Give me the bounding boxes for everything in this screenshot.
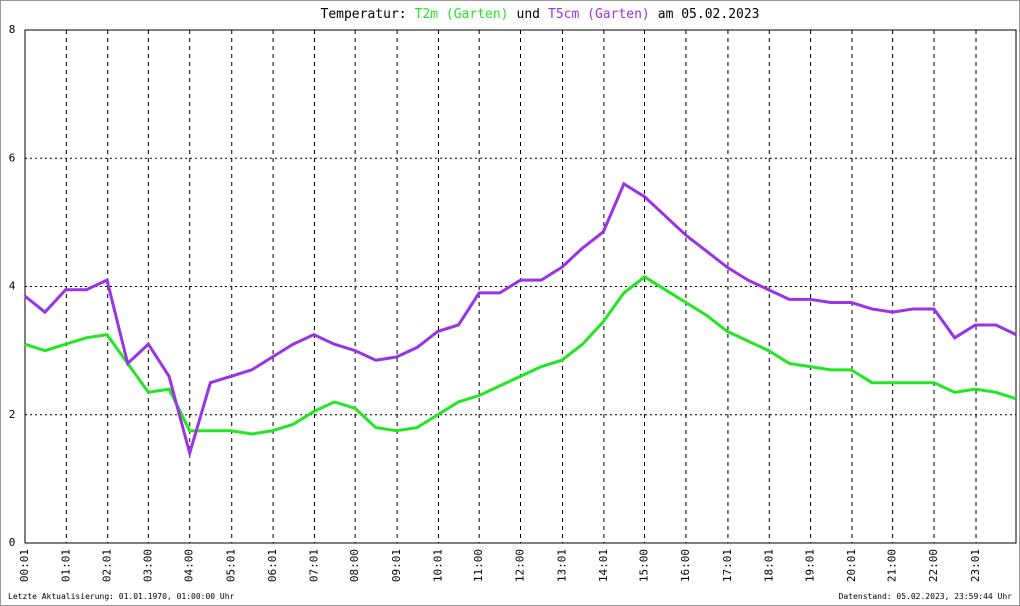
x-tick-label: 08:00 <box>348 549 361 582</box>
x-tick-label: 02:01 <box>101 549 114 582</box>
y-tick-label: 6 <box>9 151 16 164</box>
title-series: T2m (Garten) <box>415 7 509 22</box>
x-tick-label: 01:01 <box>59 549 72 582</box>
y-tick-label: 0 <box>9 536 16 549</box>
x-tick-label: 20:01 <box>845 549 858 582</box>
x-tick-label: 15:00 <box>638 549 651 582</box>
x-tick-label: 06:01 <box>266 549 279 582</box>
y-tick-label: 4 <box>9 280 16 293</box>
y-tick-label: 8 <box>9 23 16 36</box>
chart-title: Temperatur: T2m (Garten) und T5cm (Garten) a… <box>321 7 760 22</box>
x-tick-label: 00:01 <box>18 549 31 582</box>
plot-border <box>24 29 1017 544</box>
x-tick-label: 17:01 <box>721 549 734 582</box>
footer-right: Datenstand: 05.02.2023, 23:59:44 Uhr <box>839 592 1013 601</box>
x-tick-label: 21:00 <box>886 549 899 582</box>
x-tick-label: 07:01 <box>307 549 320 582</box>
x-tick-label: 11:00 <box>472 549 485 582</box>
x-tick-label: 22:00 <box>927 549 940 582</box>
y-tick-label: 2 <box>9 408 16 421</box>
x-tick-label: 03:00 <box>141 549 154 582</box>
x-tick-label: 09:01 <box>390 549 403 582</box>
x-tick-label: 05:01 <box>225 549 238 582</box>
x-tick-label: 10:01 <box>431 549 444 582</box>
title-prefix: Temperatur: <box>321 7 407 22</box>
title-series: T5cm (Garten) <box>548 7 650 22</box>
x-tick-label: 14:01 <box>597 549 610 582</box>
title-joiner: und <box>517 7 540 22</box>
x-tick-label: 12:00 <box>514 549 527 582</box>
x-tick-label: 16:00 <box>679 549 692 582</box>
series-line <box>24 275 1017 436</box>
title-suffix: am 05.02.2023 <box>658 7 760 22</box>
x-tick-label: 13:01 <box>556 549 569 582</box>
x-tick-label: 19:01 <box>804 549 817 582</box>
x-tick-label: 23:01 <box>969 549 982 582</box>
x-tick-label: 04:00 <box>183 549 196 582</box>
footer-left: Letzte Aktualisierung: 01.01.1970, 01:00… <box>8 592 235 601</box>
series-line <box>24 181 1017 459</box>
x-tick-label: 18:01 <box>762 549 775 582</box>
